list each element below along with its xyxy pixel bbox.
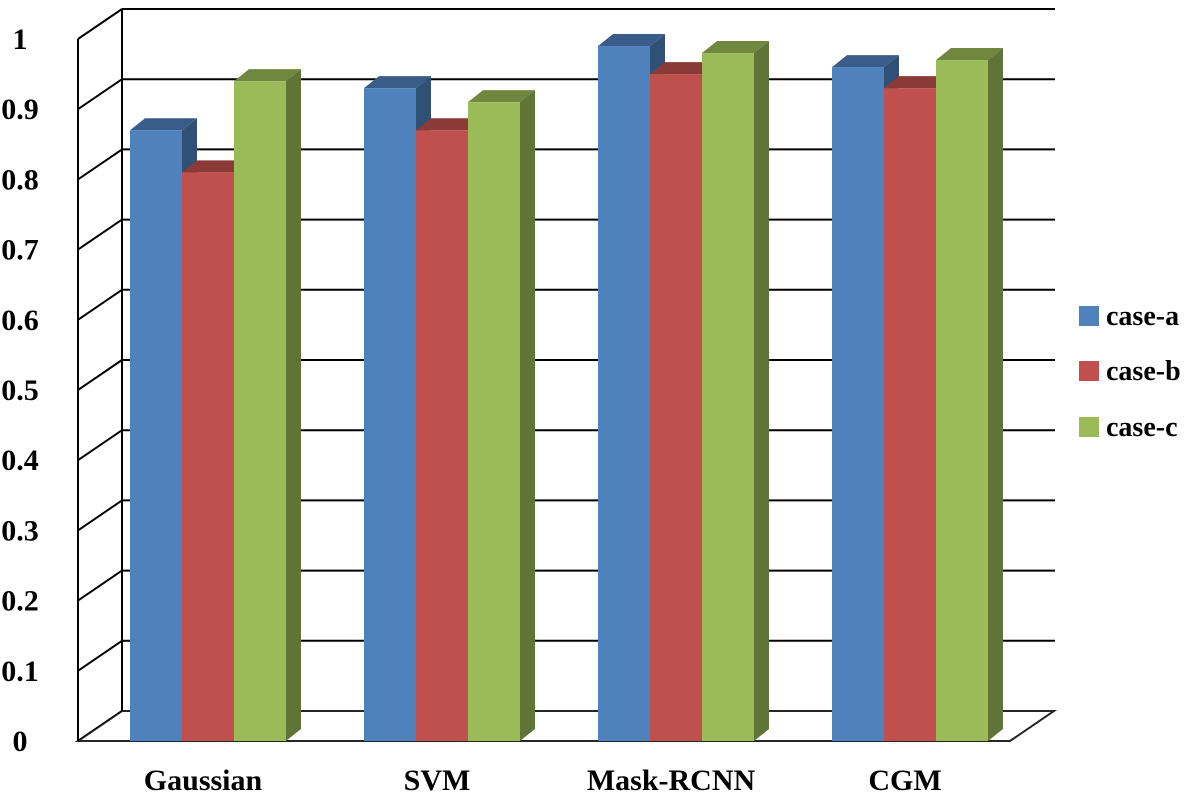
bar-case-c-SVM — [468, 90, 535, 742]
bar-case-c-Mask-RCNN — [702, 41, 769, 742]
legend-item-case-c: case-c — [1079, 412, 1178, 443]
gridline-depth — [77, 429, 123, 462]
legend-swatch — [1079, 306, 1099, 326]
gridline-depth — [77, 78, 123, 111]
gridline-depth — [77, 8, 123, 40]
y-tick-label: 0.5 — [1, 374, 39, 407]
bar-front — [598, 46, 650, 741]
bar-front — [468, 102, 520, 742]
gridline-depth — [77, 148, 123, 181]
y-tick-label: 0.6 — [1, 304, 39, 337]
bar-front — [702, 53, 754, 742]
x-category-label: CGM — [868, 764, 941, 797]
bar-side — [520, 90, 535, 742]
bar-top — [364, 76, 431, 89]
x-category-label: Mask-RCNN — [587, 764, 756, 797]
y-tick-label: 0.3 — [1, 514, 39, 547]
bar-top — [598, 34, 665, 47]
legend-swatch — [1079, 361, 1099, 381]
x-axis-categories: Gaussian SVM Mask-RCNN CGM — [144, 764, 942, 797]
legend-item-case-a: case-a — [1079, 301, 1179, 332]
bar-front — [884, 88, 936, 741]
bar-side — [754, 41, 769, 742]
bar-front — [936, 60, 988, 742]
y-tick-label: 0.9 — [1, 93, 39, 126]
bar-case-c-CGM — [936, 48, 1003, 742]
gridline-depth — [77, 569, 123, 602]
y-tick-label: 0.7 — [1, 234, 39, 267]
bar-front — [234, 81, 286, 742]
gridline-depth — [77, 218, 123, 251]
y-tick-label: 0.4 — [1, 444, 39, 477]
legend-label: case-b — [1106, 356, 1181, 387]
gridline-depth — [77, 499, 123, 532]
bar-front — [832, 67, 884, 741]
bar-case-c-Gaussian — [234, 69, 301, 742]
y-tick-label: 0.2 — [1, 585, 39, 618]
bar-side — [988, 48, 1003, 742]
bar-top — [650, 62, 717, 75]
y-tick-label: 1 — [13, 23, 28, 56]
bar-front — [130, 130, 182, 741]
legend-item-case-b: case-b — [1079, 356, 1181, 387]
bar-top — [832, 55, 899, 68]
bars — [130, 34, 1003, 742]
bar-top — [130, 118, 197, 131]
bar-side — [286, 69, 301, 742]
gridline-depth — [77, 288, 123, 321]
legend-label: case-c — [1106, 412, 1178, 443]
bar-front — [182, 172, 234, 741]
y-tick-label: 0.8 — [1, 163, 39, 196]
x-category-label: SVM — [404, 764, 471, 797]
bar-top — [468, 90, 535, 103]
bar-top — [234, 69, 301, 82]
bar-top — [936, 48, 1003, 61]
bar-top — [182, 160, 249, 173]
gridline-depth — [77, 639, 123, 672]
bar-front — [416, 130, 468, 741]
bar-front — [650, 74, 702, 742]
legend: case-a case-b case-c — [1079, 301, 1181, 443]
y-tick-label: 0 — [13, 725, 28, 758]
bar-top — [884, 76, 951, 89]
legend-label: case-a — [1106, 301, 1179, 332]
bar-front — [364, 88, 416, 741]
legend-swatch — [1079, 417, 1099, 437]
bar-top — [416, 118, 483, 131]
bar-case-b-CGM — [884, 76, 951, 741]
x-category-label: Gaussian — [144, 764, 263, 797]
y-tick-label: 0.1 — [1, 655, 39, 688]
gridline-depth — [77, 359, 123, 391]
bar-top — [702, 41, 769, 54]
y-axis-ticks: 0 0.1 0.2 0.3 0.4 0.5 0.6 0.7 0.8 0.9 1 — [1, 23, 39, 758]
